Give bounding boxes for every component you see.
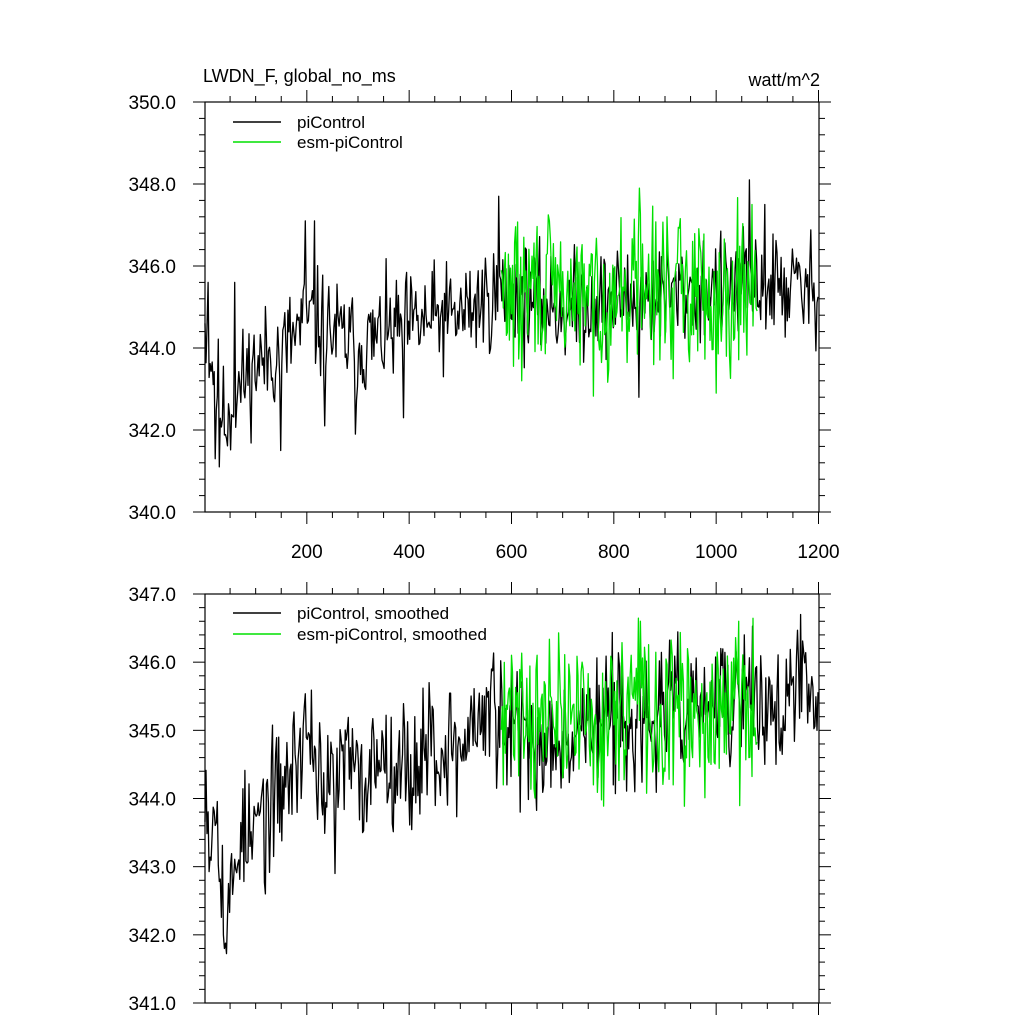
x-tick-label: 600 — [496, 542, 528, 563]
y-tick-label: 342.0 — [128, 926, 176, 947]
series-line-picontrol-smoothed — [204, 613, 819, 955]
legend-label: piControl — [297, 113, 365, 132]
y-tick-label: 344.0 — [128, 790, 176, 811]
units-label: watt/m^2 — [748, 70, 820, 90]
top-panel: LWDN_F, global_no_ms watt/m^2 340.0 342.0… — [128, 66, 839, 563]
x-tick-label: 200 — [291, 542, 323, 563]
plot-area-bottom: 341.0 342.0 343.0 344.0 345.0 346.0 347.0 — [128, 582, 831, 1015]
legend-label: esm-piControl, smoothed — [297, 625, 487, 644]
y-tick-label: 346.0 — [128, 653, 176, 674]
series-line-esm-picontrol — [500, 187, 758, 397]
y-tick-label: 346.0 — [128, 257, 176, 278]
y-tick-label: 343.0 — [128, 858, 176, 879]
plot-area-top: 340.0 342.0 344.0 346.0 348.0 350.0 200 400 600 8… — [128, 90, 840, 563]
y-tick-label: 348.0 — [128, 175, 176, 196]
y-tick-label: 342.0 — [128, 421, 176, 442]
y-tick-label: 344.0 — [128, 339, 176, 360]
series-line-picontrol — [204, 179, 819, 468]
y-tick-label: 340.0 — [128, 503, 176, 524]
bottom-panel: 341.0 342.0 343.0 344.0 345.0 346.0 347.0 piCo… — [128, 582, 831, 1015]
x-tick-label: 1000 — [695, 542, 737, 563]
x-tick-label: 1200 — [797, 542, 839, 563]
y-tick-label: 350.0 — [128, 93, 176, 114]
x-tick-label: 800 — [598, 542, 630, 563]
y-tick-label: 345.0 — [128, 721, 176, 742]
plot-frame — [204, 101, 820, 513]
legend-label: esm-piControl — [297, 133, 403, 152]
legend-label: piControl, smoothed — [297, 604, 449, 623]
x-tick-label: 400 — [393, 542, 425, 563]
y-tick-label: 347.0 — [128, 585, 176, 606]
panel-title: LWDN_F, global_no_ms — [203, 66, 396, 87]
series-line-esm-picontrol-smoothed — [500, 617, 758, 807]
legend-bottom: piControl, smoothed esm-piControl, smooth… — [233, 604, 487, 644]
y-tick-label: 341.0 — [128, 994, 176, 1015]
